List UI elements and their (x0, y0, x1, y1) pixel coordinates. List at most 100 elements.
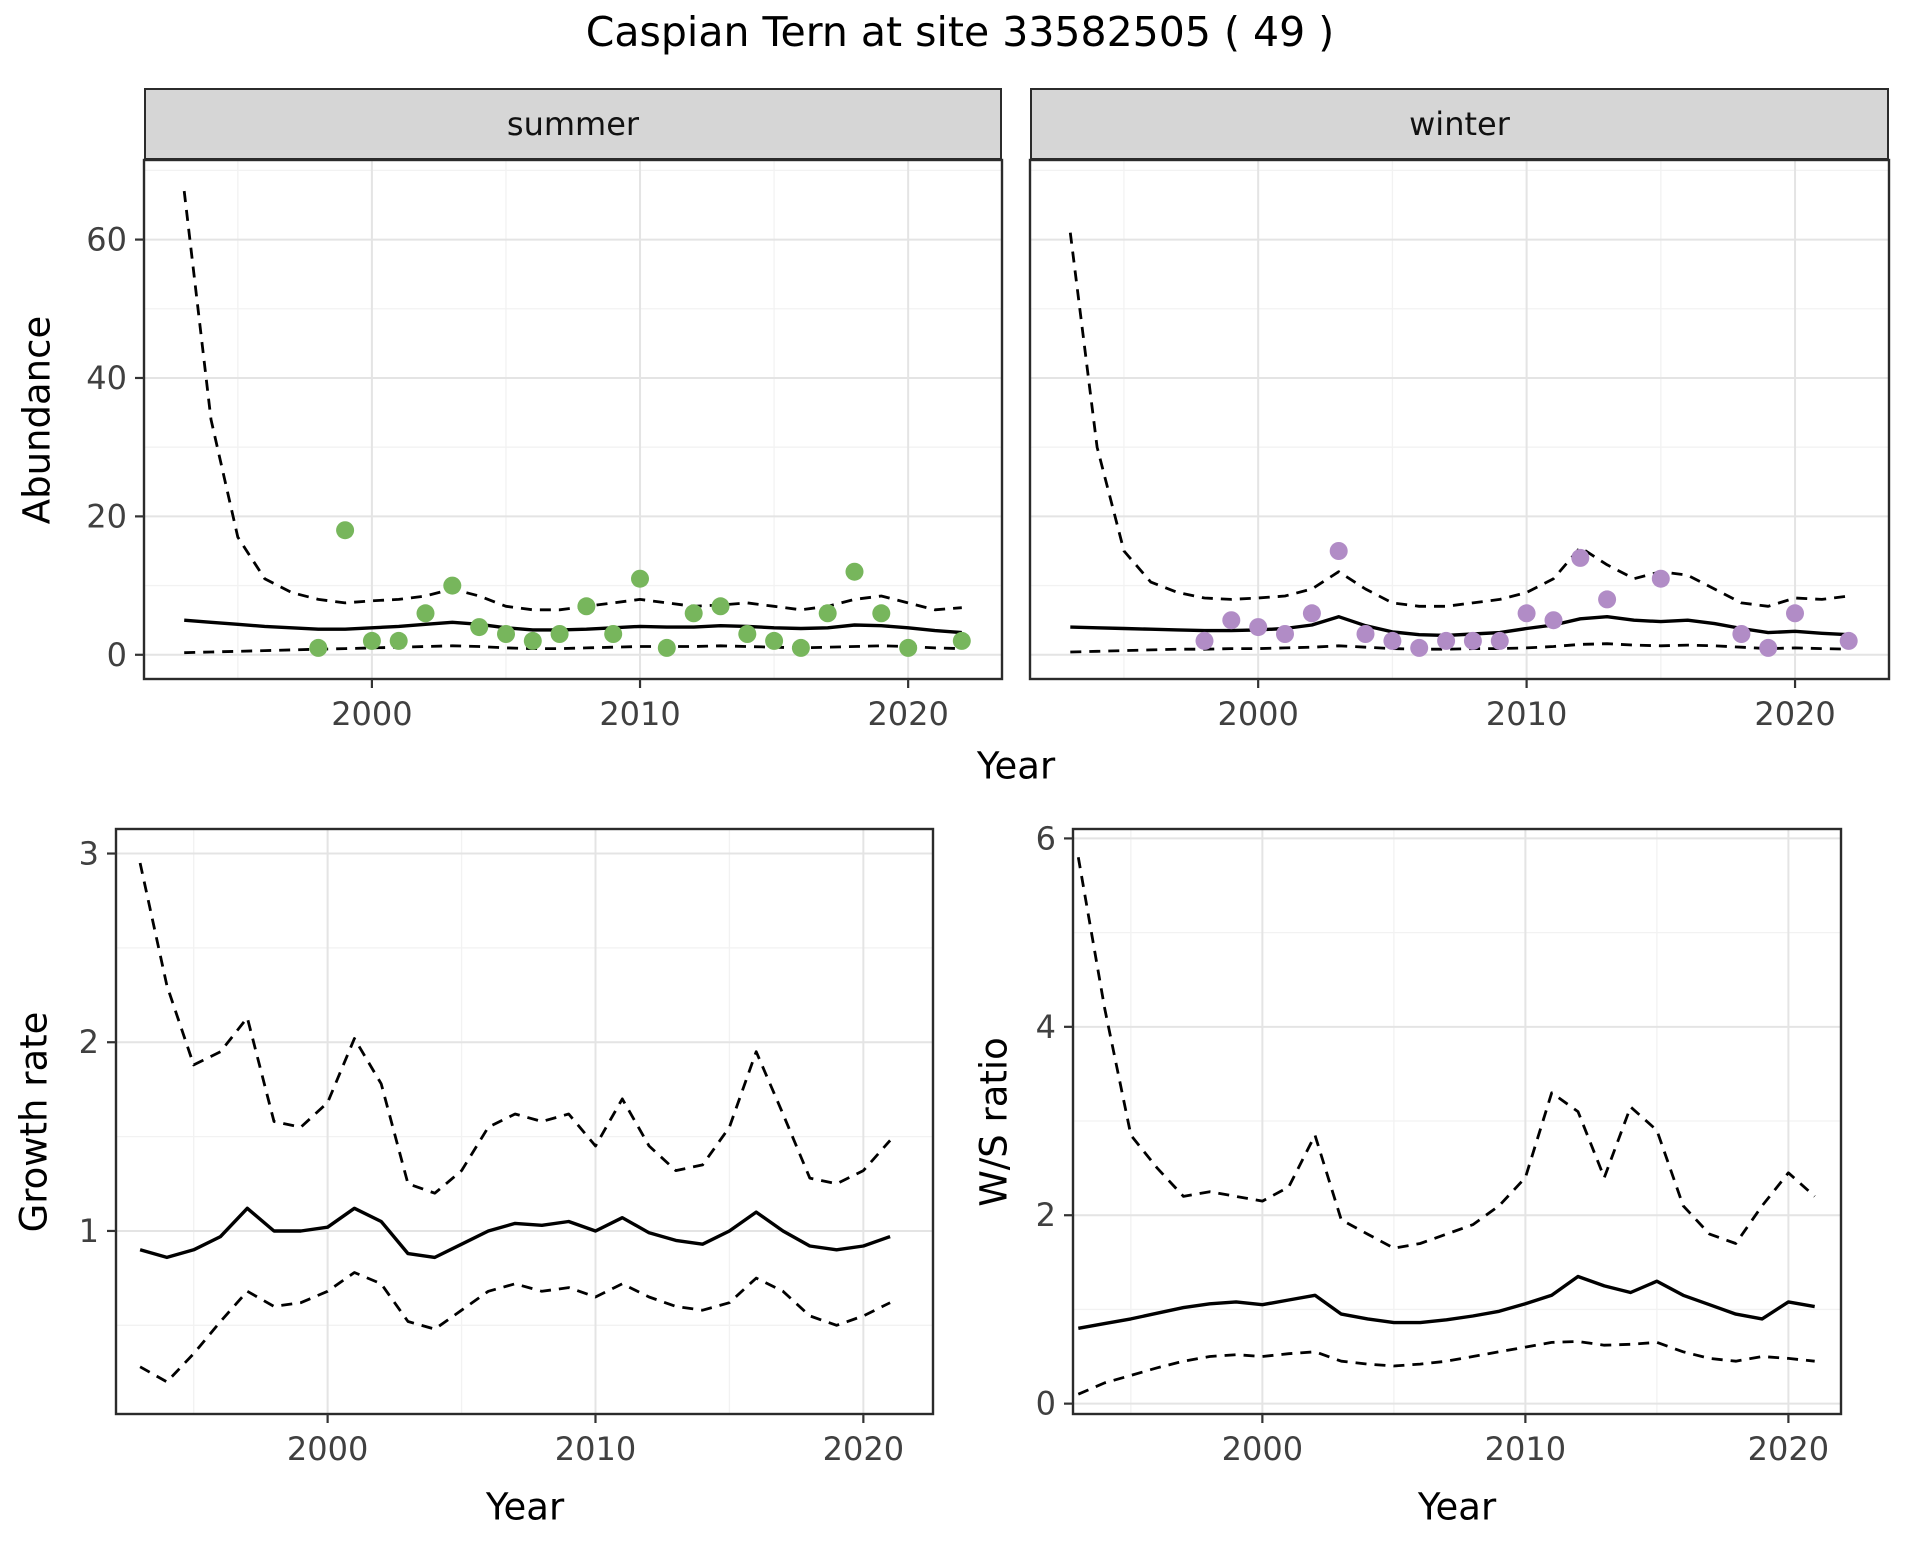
y-tick-label: 2 (1036, 1196, 1056, 1234)
y-tick-label: 3 (79, 835, 99, 873)
facet-strip-summer-label: summer (506, 105, 640, 143)
data-point (470, 618, 489, 637)
fit-line (184, 618, 962, 635)
data-point (389, 631, 408, 650)
data-point (577, 597, 596, 616)
data-point (1222, 611, 1241, 630)
x-tick-label: 2020 (867, 695, 948, 733)
data-point (309, 638, 328, 657)
x-tick-label: 2000 (331, 695, 412, 733)
x-tick-label: 2010 (1485, 1430, 1566, 1468)
data-point (1276, 625, 1294, 643)
data-point (1732, 625, 1751, 643)
data-point (1598, 590, 1617, 609)
panel-background (116, 829, 933, 1414)
y-tick-label: 1 (79, 1212, 99, 1250)
data-point (1249, 618, 1268, 637)
x-tick-label: 2000 (287, 1430, 368, 1468)
x-tick-label: 2010 (1486, 695, 1567, 733)
y-tick-label: 2 (79, 1023, 99, 1061)
upper-ci-line (138, 862, 892, 1195)
lower-ci-line (184, 644, 962, 655)
data-point (1437, 631, 1456, 650)
data-point (872, 604, 891, 623)
x-tick-label: 2010 (599, 695, 680, 733)
panel-border (1028, 158, 1891, 681)
y-tick-label: 0 (1036, 1385, 1056, 1423)
chart-title: Caspian Tern at site 33582505 ( 49 ) (585, 8, 1335, 56)
panel-background (144, 160, 1002, 679)
data-point (818, 604, 837, 623)
data-point (1383, 631, 1402, 650)
y-tick-label: 20 (86, 497, 127, 535)
x-tick-label: 2000 (1222, 1430, 1303, 1468)
data-point (952, 631, 971, 650)
lower-ci-line (1070, 642, 1849, 654)
x-tick-label: 2020 (1748, 1430, 1829, 1468)
data-point (899, 638, 918, 657)
panel-abundance-winter: 2000 2010 2020 (1028, 158, 1891, 733)
data-point (631, 569, 649, 588)
x-axis-label-year-ws: Year (1417, 1485, 1497, 1529)
data-point (1490, 631, 1509, 650)
data-point (362, 631, 381, 650)
data-point (416, 604, 435, 623)
data-point (1463, 631, 1482, 650)
upper-ci-line (1068, 232, 1849, 608)
facet-strip-winter-label: winter (1409, 105, 1510, 143)
data-point (1410, 638, 1429, 657)
data-point (550, 625, 569, 643)
data-point (1571, 548, 1590, 567)
data-point (657, 638, 676, 657)
x-axis-label-year-top: Year (976, 744, 1056, 788)
data-point (1786, 604, 1804, 623)
data-point (738, 625, 757, 643)
x-tick-label: 2020 (823, 1430, 904, 1468)
fit-line (139, 1206, 891, 1260)
x-tick-label: 2000 (1217, 695, 1298, 733)
data-point (1651, 569, 1670, 588)
y-tick-label: 0 (107, 636, 127, 674)
upper-ci-line (1076, 857, 1816, 1250)
data-point (845, 562, 864, 581)
upper-ci-line (182, 190, 962, 612)
data-point (336, 521, 355, 540)
data-point (711, 597, 730, 616)
y-axis-label-ws-ratio: W/S ratio (972, 1037, 1016, 1207)
data-point (497, 625, 515, 643)
data-point (1356, 625, 1375, 643)
y-axis-label-growth-rate: Growth rate (12, 1011, 56, 1233)
y-tick-label: 6 (1036, 819, 1056, 857)
fit-line (1070, 615, 1849, 638)
x-tick-label: 2010 (555, 1430, 636, 1468)
panel-border (114, 827, 935, 1416)
data-point (1329, 542, 1348, 560)
y-tick-label: 60 (86, 221, 127, 259)
panel-abundance-summer: 2000 2010 2020 0 20 40 60 (86, 158, 1004, 733)
data-point (1302, 604, 1321, 623)
panel-border (1071, 827, 1843, 1416)
y-tick-label: 40 (86, 359, 127, 397)
data-point (684, 604, 703, 623)
x-axis-label-year-growth: Year (485, 1485, 565, 1529)
panel-ws-ratio: 2000 2010 2020 0 2 4 6 (1036, 819, 1843, 1468)
lower-ci-line (139, 1271, 891, 1384)
data-point (1759, 638, 1778, 657)
fit-line (1078, 1274, 1815, 1330)
panel-border (142, 158, 1004, 681)
data-point (523, 631, 542, 650)
data-point (1517, 604, 1536, 623)
data-point (443, 576, 462, 595)
facet-strip-winter: winter (1030, 88, 1889, 160)
panel-growth-rate: 2000 2010 2020 1 2 3 (79, 827, 935, 1468)
y-axis-label-abundance: Abundance (15, 315, 59, 525)
data-point (1544, 611, 1563, 630)
panel-background (1030, 160, 1889, 679)
facet-strip-summer: summer (144, 88, 1002, 160)
data-point (1195, 631, 1214, 650)
x-tick-label: 2020 (1754, 695, 1835, 733)
y-tick-label: 4 (1036, 1008, 1056, 1046)
data-point (791, 638, 810, 657)
